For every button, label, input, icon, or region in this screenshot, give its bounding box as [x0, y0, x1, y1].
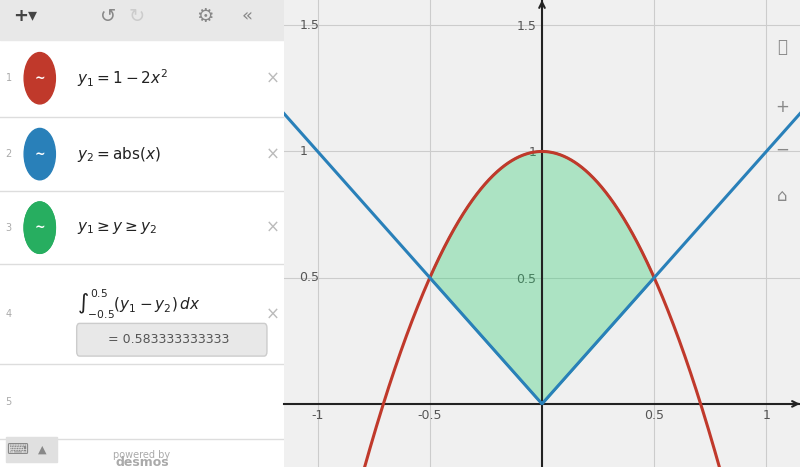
Text: powered by: powered by — [114, 450, 170, 460]
Text: $y_1 \geq y \geq y_2$: $y_1 \geq y \geq y_2$ — [77, 219, 157, 236]
Text: ×: × — [266, 305, 279, 323]
Text: ×: × — [266, 219, 279, 237]
Text: 2: 2 — [6, 149, 12, 159]
Bar — [0, 191, 284, 264]
Text: ▲: ▲ — [38, 445, 47, 455]
Text: +: + — [775, 99, 789, 116]
Text: 4: 4 — [6, 309, 12, 319]
Text: desmos: desmos — [115, 456, 169, 467]
FancyBboxPatch shape — [77, 323, 267, 356]
Text: ↻: ↻ — [128, 7, 145, 26]
Text: 1: 1 — [6, 73, 12, 83]
Text: $\int_{-0.5}^{0.5}(y_1 - y_2)\,dx$: $\int_{-0.5}^{0.5}(y_1 - y_2)\,dx$ — [77, 288, 200, 321]
Circle shape — [24, 52, 55, 104]
Text: ⌨: ⌨ — [6, 442, 28, 457]
Circle shape — [24, 202, 55, 254]
Text: $y_1 = 1 - 2x^2$: $y_1 = 1 - 2x^2$ — [77, 67, 167, 89]
Text: 5: 5 — [6, 396, 12, 407]
Text: +▾: +▾ — [14, 7, 38, 25]
Bar — [0, 40, 284, 117]
Text: ×: × — [266, 145, 279, 163]
Bar — [0, 264, 284, 364]
Text: ×: × — [266, 69, 279, 87]
Bar — [6, 437, 57, 462]
Text: = 0.583333333333: = 0.583333333333 — [108, 333, 230, 346]
Text: ⌂: ⌂ — [777, 187, 787, 205]
Bar — [0, 117, 284, 191]
Text: 0.5: 0.5 — [299, 271, 319, 284]
Text: ~: ~ — [34, 221, 45, 234]
Text: 1.5: 1.5 — [299, 19, 319, 32]
Text: ~: ~ — [34, 72, 45, 85]
Text: 🔧: 🔧 — [777, 38, 787, 56]
Text: −: − — [775, 141, 789, 158]
Text: ~: ~ — [34, 148, 45, 161]
Text: «: « — [242, 7, 253, 25]
Bar — [0, 364, 284, 439]
Text: ↺: ↺ — [100, 7, 116, 26]
Text: 3: 3 — [6, 223, 12, 233]
Text: $y_2 = \mathrm{abs}(x)$: $y_2 = \mathrm{abs}(x)$ — [77, 145, 161, 163]
Bar — [0, 0, 284, 40]
Text: ⚙: ⚙ — [196, 7, 214, 26]
Circle shape — [24, 202, 55, 254]
Circle shape — [24, 128, 55, 180]
Text: 1: 1 — [299, 145, 307, 158]
